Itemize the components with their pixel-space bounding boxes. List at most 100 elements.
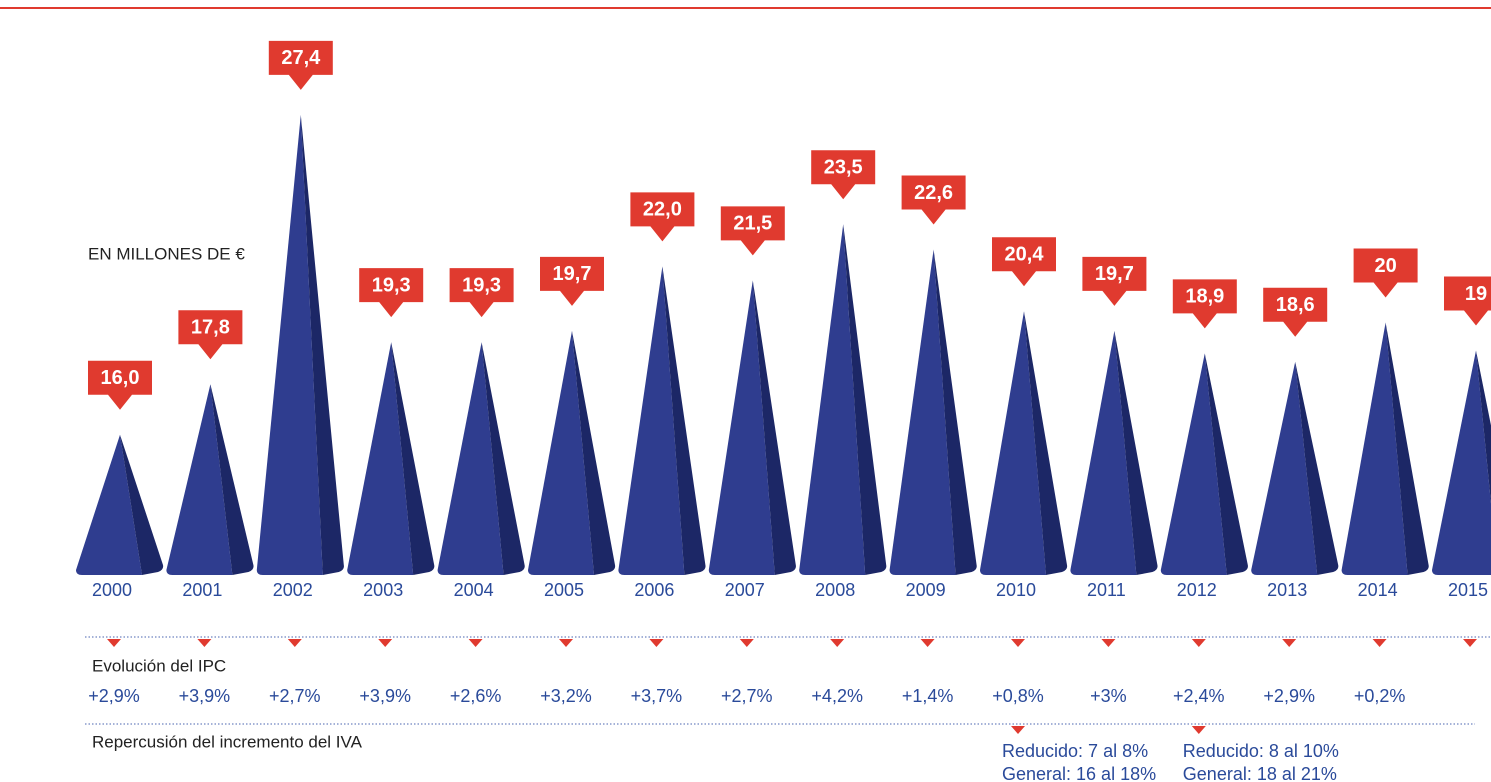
ipc-value: +3% — [1090, 686, 1127, 706]
value-callout — [901, 175, 966, 225]
pyramid — [1341, 322, 1429, 575]
value-label: 18,6 — [1276, 294, 1315, 316]
value-label: 22,6 — [914, 182, 953, 204]
ipc-value: +3,9% — [179, 686, 231, 706]
pyramid-shade — [752, 280, 796, 575]
pyramid — [1432, 350, 1491, 575]
marker — [107, 639, 121, 647]
marker — [1101, 639, 1116, 647]
pyramid-shade — [481, 342, 525, 575]
marker — [1011, 726, 1025, 734]
marker — [1191, 639, 1206, 647]
value-callout — [1353, 248, 1418, 298]
x-tick-label: 2007 — [725, 580, 765, 600]
pyramid-shade — [300, 114, 344, 575]
value-callout — [992, 237, 1056, 287]
x-tick-label: 2004 — [454, 580, 494, 600]
iva-note: General: 16 al 18% — [1002, 764, 1156, 782]
ipc-value: +2,9% — [1263, 686, 1315, 706]
pyramid-shade — [662, 266, 706, 575]
value-label: 19,3 — [372, 274, 411, 296]
x-tick-label: 2005 — [544, 580, 584, 600]
iva-note: General: 18 al 21% — [1183, 764, 1337, 782]
pyramid — [437, 342, 525, 575]
pyramid — [166, 384, 254, 575]
x-tick-label: 2006 — [634, 580, 674, 600]
marker — [1011, 639, 1025, 647]
ipc-value: +0,8% — [992, 686, 1044, 706]
value-label: 22,0 — [643, 199, 682, 221]
pyramid — [889, 249, 977, 575]
x-tick-label: 2002 — [273, 580, 313, 600]
marker — [1372, 639, 1387, 647]
value-callout — [630, 192, 695, 242]
pyramid-shade — [391, 342, 435, 575]
ipc-value: +3,7% — [631, 686, 683, 706]
value-callout — [268, 40, 333, 90]
x-tick-label: 2001 — [182, 580, 222, 600]
pyramid-shade — [120, 434, 164, 575]
pyramid — [799, 224, 887, 576]
pyramid — [618, 266, 706, 575]
value-label: 18,9 — [1185, 286, 1224, 308]
x-tick-label: 2015 — [1448, 580, 1488, 600]
value-label: 20,4 — [1005, 244, 1045, 266]
marker — [739, 639, 754, 647]
pyramid-shade — [1024, 311, 1068, 575]
pyramid-face — [76, 434, 142, 575]
pyramid — [708, 280, 796, 575]
ipc-value: +3,2% — [540, 686, 592, 706]
value-callout — [88, 360, 152, 410]
pyramid-shade — [1114, 330, 1158, 575]
value-label: 16,0 — [101, 367, 140, 389]
value-label: 19,7 — [553, 263, 592, 285]
ipc-title: Evolución del IPC — [92, 656, 226, 675]
marker — [559, 639, 573, 647]
x-tick-label: 2010 — [996, 580, 1036, 600]
value-callout — [1263, 287, 1328, 337]
pyramid — [1251, 361, 1339, 575]
marker — [1282, 639, 1297, 647]
value-callout — [449, 268, 514, 318]
pyramid-shade — [1204, 353, 1248, 575]
value-callout — [811, 150, 876, 200]
ipc-value: +1,4% — [902, 686, 954, 706]
value-callout — [359, 268, 424, 318]
pyramid-shade — [572, 330, 616, 575]
pyramid-face — [1070, 330, 1137, 575]
x-tick-label: 2011 — [1087, 580, 1126, 600]
pyramid — [528, 330, 616, 575]
value-label: 19,7 — [1095, 263, 1134, 285]
pyramid-face — [889, 249, 956, 575]
marker — [920, 639, 935, 647]
iva-note: Reducido: 7 al 8% — [1002, 741, 1148, 761]
pyramid-face — [708, 280, 775, 575]
value-label: 23,5 — [824, 157, 863, 179]
marker — [649, 639, 664, 647]
value-label: 27,4 — [281, 47, 321, 69]
ipc-value: +0,2% — [1354, 686, 1406, 706]
pyramid-shade — [843, 224, 887, 576]
ipc-value: +2,7% — [269, 686, 321, 706]
subtitle: EN MILLONES DE € — [88, 244, 245, 263]
pyramid — [256, 114, 344, 575]
value-callout — [1172, 279, 1237, 329]
pyramid-face — [980, 311, 1046, 575]
value-callout — [540, 256, 604, 306]
ipc-value: +2,7% — [721, 686, 773, 706]
value-callout — [720, 206, 785, 256]
marker — [1191, 726, 1206, 734]
pyramid-shade — [1385, 322, 1429, 575]
x-tick-label: 2012 — [1177, 580, 1217, 600]
value-label: 19 — [1465, 283, 1487, 305]
value-label: 17,8 — [191, 316, 230, 338]
iva-note: Reducido: 8 al 10% — [1183, 741, 1339, 761]
marker — [1463, 639, 1477, 647]
pyramid-shade — [933, 249, 977, 575]
value-label: 21,5 — [733, 213, 772, 235]
pyramid-face — [1160, 353, 1227, 575]
pyramid-face — [528, 330, 594, 575]
value-callout — [1082, 256, 1147, 306]
top-rule — [0, 7, 1491, 9]
